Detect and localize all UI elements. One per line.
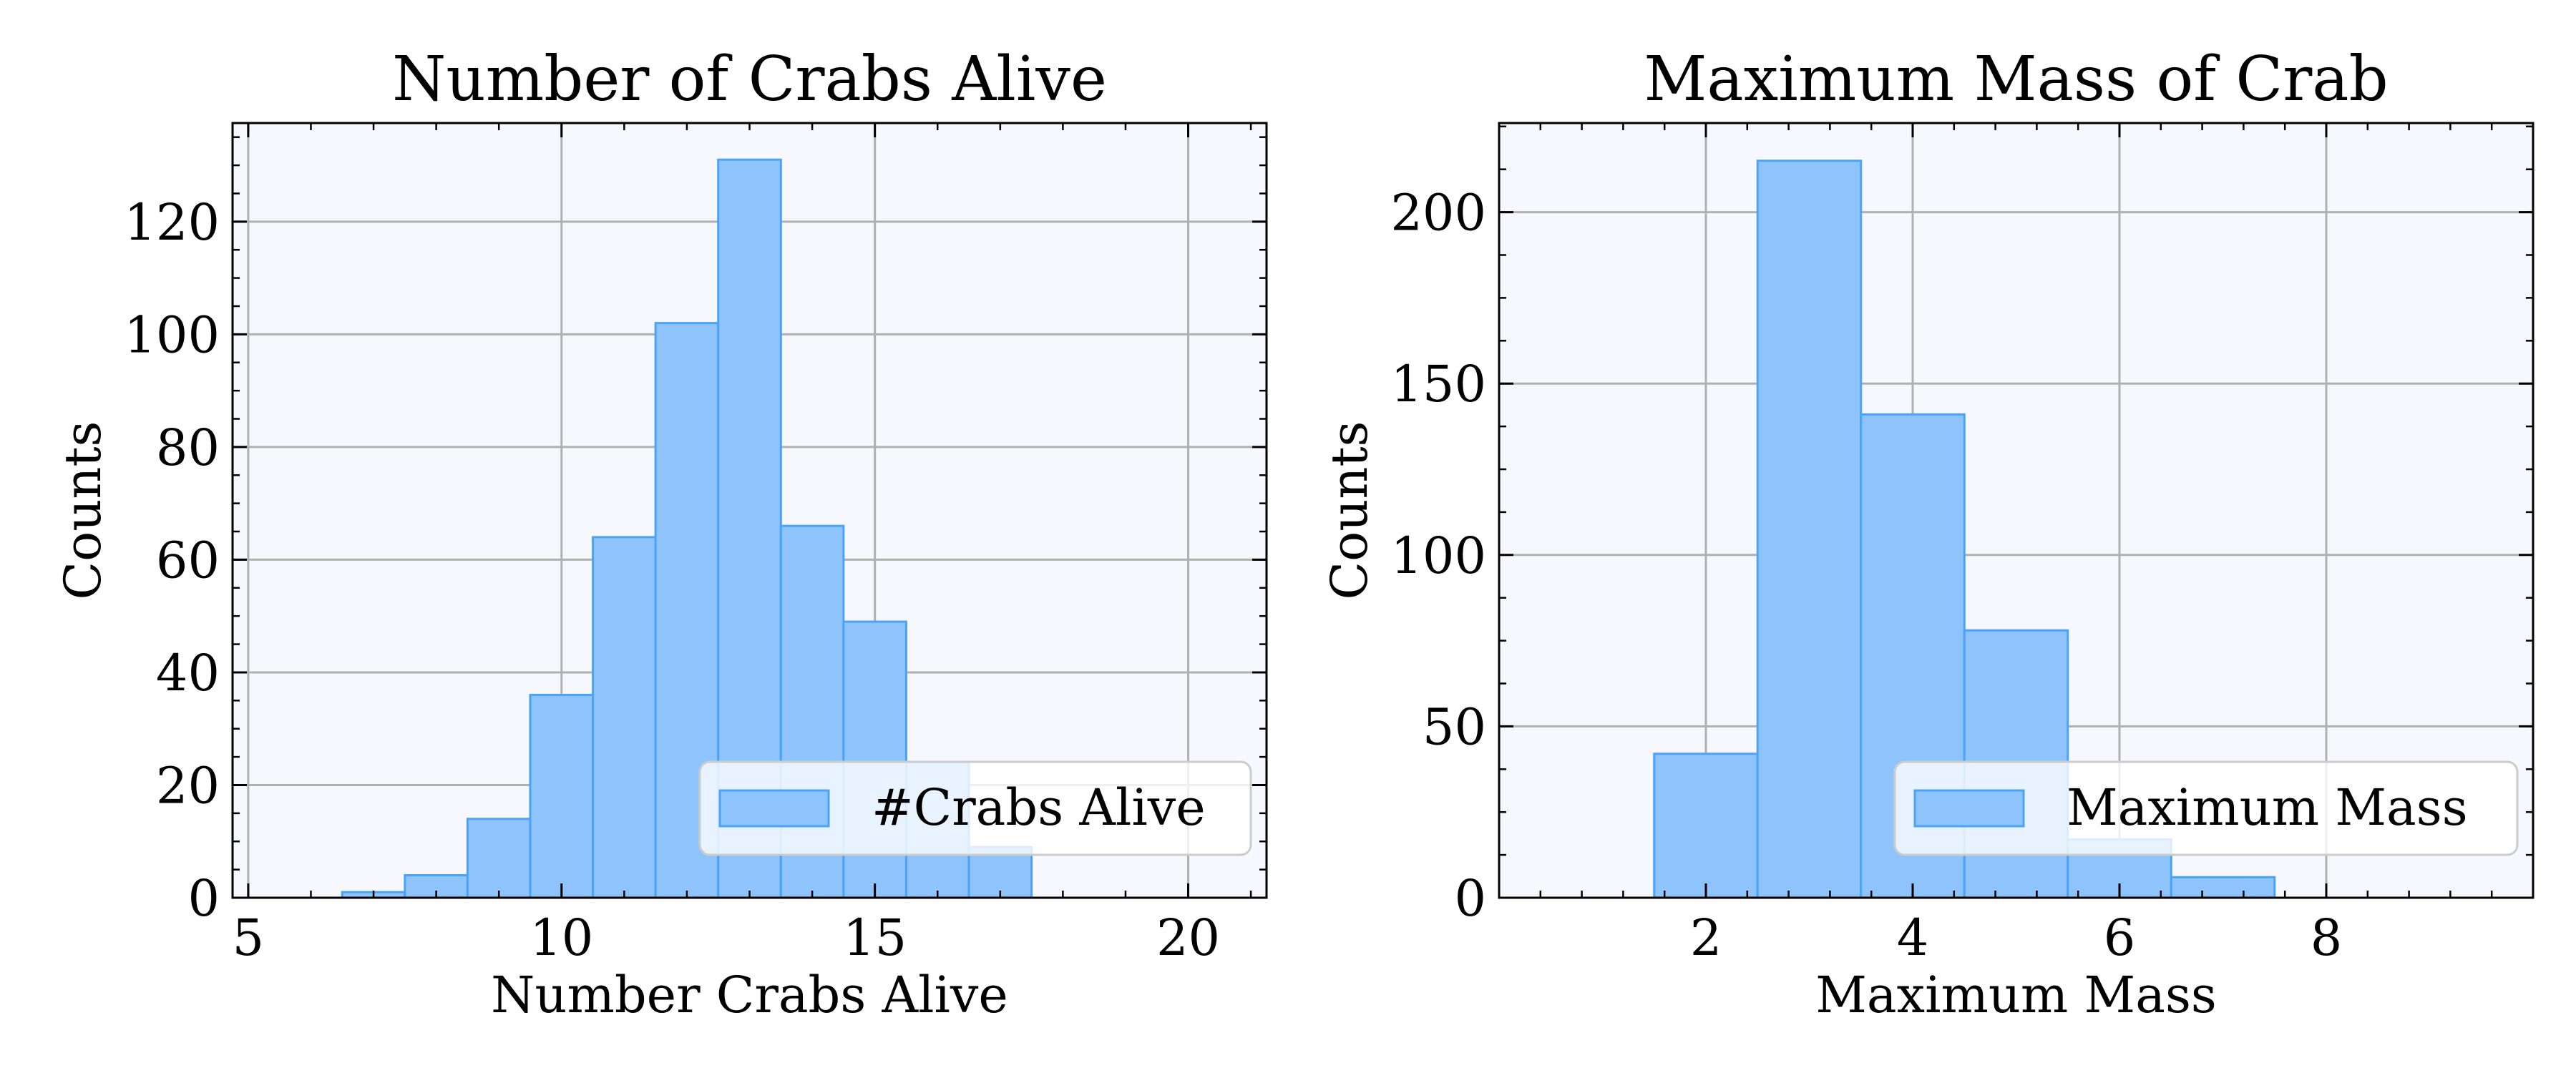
y-tick-label: 120 — [124, 193, 220, 252]
legend-label: Maximum Mass — [2067, 778, 2468, 837]
x-tick-label: 6 — [2104, 908, 2136, 967]
x-tick-label: 10 — [530, 908, 593, 967]
y-tick-label: 20 — [156, 756, 220, 815]
y-axis-label: Counts — [1320, 421, 1379, 600]
bar-4 — [529, 693, 595, 899]
x-tick-label: 2 — [1690, 908, 1722, 967]
bar-1 — [1653, 753, 1759, 899]
legend-box — [1893, 760, 2519, 856]
x-tick-label: 5 — [233, 908, 265, 967]
bar-5 — [592, 536, 657, 899]
bar-6 — [2170, 876, 2276, 899]
y-tick-label: 100 — [1390, 526, 1486, 585]
legend-swatch — [1913, 789, 2025, 828]
y-tick-label: 0 — [187, 869, 220, 928]
y-tick-label: 150 — [1390, 355, 1486, 413]
chart-title: Maximum Mass of Crab — [1644, 44, 2388, 115]
y-tick-label: 40 — [156, 644, 220, 702]
legend: Maximum Mass — [1893, 760, 2519, 856]
bar-2 — [1756, 160, 1863, 899]
y-tick-label: 0 — [1454, 869, 1486, 928]
axes-frame — [1498, 122, 2534, 899]
y-tick-label: 50 — [1423, 697, 1486, 756]
chart-2: 2 4 6 8 0 50 100 150 200 Maximum Mass of Crab Maxi… — [1320, 44, 2534, 1024]
x-axis-label: Number Crabs Alive — [491, 966, 1008, 1024]
x-tick-label: 8 — [2311, 908, 2343, 967]
y-axis-label: Counts — [54, 421, 112, 600]
chart-1: 5 10 15 20 0 20 40 60 80 100 120 Number of Crabs Al… — [54, 44, 1268, 1024]
chart-title: Number of Crabs Alive — [392, 44, 1107, 115]
legend-box — [698, 760, 1252, 856]
bar-3 — [466, 818, 532, 899]
legend-swatch — [718, 789, 830, 828]
x-axis-label: Maximum Mass — [1815, 966, 2217, 1024]
axes-frame — [231, 122, 1268, 899]
legend-label: #Crabs Alive — [872, 778, 1206, 837]
y-tick-label: 60 — [156, 531, 220, 589]
x-tick-label: 15 — [843, 908, 907, 967]
y-tick-label: 200 — [1390, 184, 1486, 242]
y-tick-label: 100 — [124, 305, 220, 364]
x-tick-label: 4 — [1897, 908, 1929, 967]
bar-9 — [842, 620, 907, 899]
legend: #Crabs Alive — [698, 760, 1252, 856]
y-tick-label: 80 — [156, 418, 220, 477]
x-tick-label: 20 — [1156, 908, 1220, 967]
